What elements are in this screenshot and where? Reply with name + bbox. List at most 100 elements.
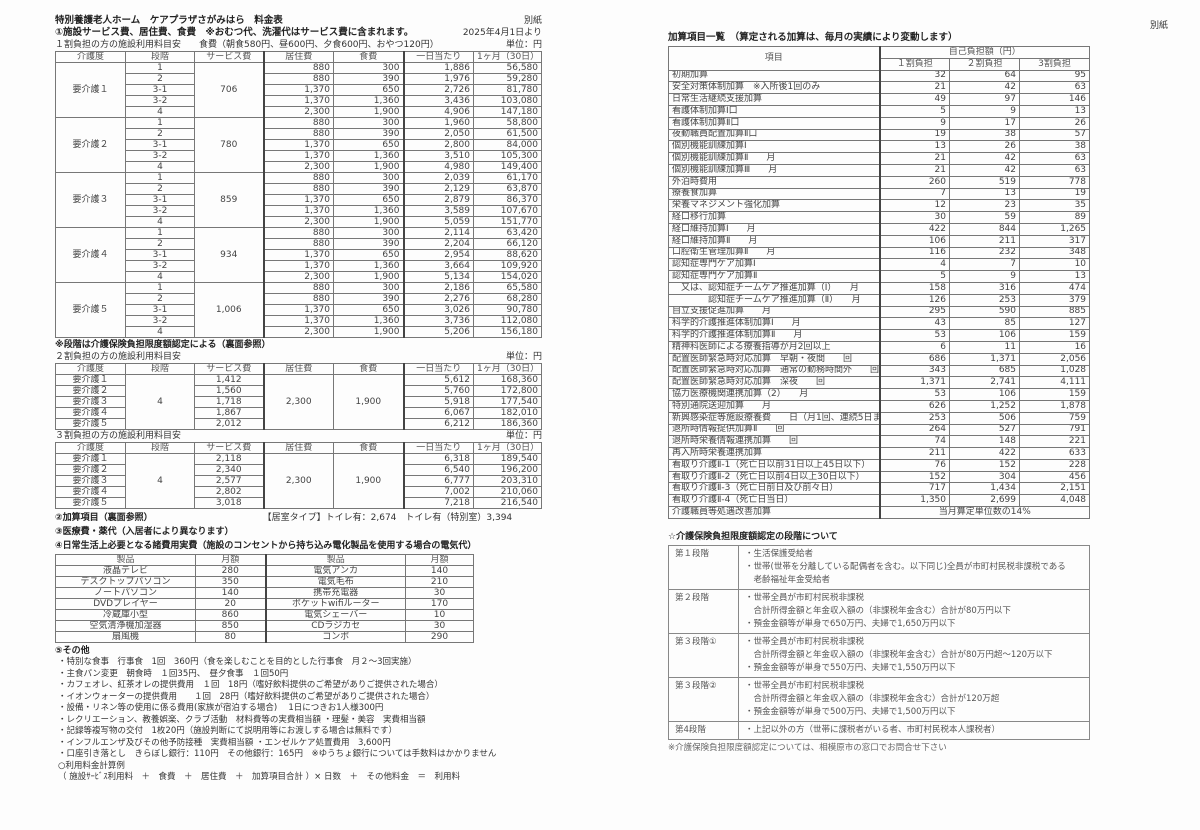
column-header: 製品 xyxy=(264,554,406,566)
residence-fee: 880 xyxy=(262,293,334,305)
column-header: 居住費 xyxy=(262,363,334,375)
condition-line: ・世帯全員が市町村民税非課税 xyxy=(745,680,865,691)
table-row: 看取り介護Ⅱ-1（死亡日以前31日以上45日以下） 76 152 228 xyxy=(668,458,1091,472)
product: 電気毛布 xyxy=(264,576,406,588)
table-row: 3-1 1,370 650 2,800 84,000 xyxy=(56,139,542,151)
table-row: 協力医療機関連携加算（2） 月 53 106 159 xyxy=(668,388,1091,401)
food-fee: 650 xyxy=(333,139,404,151)
table-row: 新興感染症等施設療養費 日（月1回、連続5日まで） 253 506 759 xyxy=(668,411,1091,425)
food-fee: 1,900 xyxy=(333,216,404,228)
stage-conditions: ・生活保護受給者 ・世帯(世帯を分離している配偶者を含む。以下同じ)全員が市町村民… xyxy=(738,544,1090,590)
monthly-total: 90,780 xyxy=(473,304,542,316)
fee-2割: 211 xyxy=(949,234,1020,248)
residence-fee: 880 xyxy=(262,73,334,85)
condition-line: 合計所得金額と年金収入額の（非課税年金含む）合計が80万円以下 xyxy=(745,605,1011,616)
care-level: 要介護３ xyxy=(55,396,126,408)
table-row: 4 2,300 1,900 5,059 151,770 xyxy=(56,216,542,228)
item-name: 又は、認知症チームケア推進加算（Ⅰ） 月 xyxy=(668,281,880,295)
fee-1割: 43 xyxy=(878,317,950,331)
fee-3割: 159 xyxy=(1018,388,1091,401)
fee-2割: 232 xyxy=(949,246,1020,260)
daily-total: 6,777 xyxy=(402,475,474,487)
fee-2割: 527 xyxy=(949,423,1020,437)
daily-total: 1,976 xyxy=(402,73,474,85)
fee-1割: 5 xyxy=(878,270,950,283)
stage: 1 xyxy=(125,227,195,239)
residence-fee: 1,370 xyxy=(262,315,334,327)
column-header: 段階 xyxy=(125,442,195,454)
fee-2割: 106 xyxy=(949,329,1020,342)
stage: 1 xyxy=(125,172,195,184)
fee-1割: 21 xyxy=(878,152,950,165)
fee-1割: 32 xyxy=(878,69,950,83)
monthly-total: 105,300 xyxy=(473,150,542,162)
fee-3割: 759 xyxy=(1018,411,1091,425)
fee-3割: 63 xyxy=(1018,163,1091,177)
monthly-total: 189,540 xyxy=(473,453,542,465)
fee-3割: 456 xyxy=(1018,470,1091,484)
stage: 3-1 xyxy=(125,84,195,96)
fee-2割: 42 xyxy=(949,81,1020,95)
item-name: 看取り介護Ⅱ-2（死亡日以前4日以上30日以下） xyxy=(668,470,880,484)
table-row: 退所時栄養情報連携加算 回 74 148 221 xyxy=(668,435,1091,449)
table-row: 3-2 1,370 1,360 3,589 107,670 xyxy=(56,205,542,217)
table-row: 3-2 1,370 1,360 3,664 109,920 xyxy=(56,260,542,272)
residence-fee: 1,370 xyxy=(262,84,334,96)
monthly-total: 56,580 xyxy=(473,62,542,74)
item-name: 科学的介護推進体制加算Ⅰ 月 xyxy=(668,317,880,331)
residence-fee: 880 xyxy=(262,227,334,239)
monthly-total: 177,540 xyxy=(473,396,542,408)
monthly-fee: 850 xyxy=(195,620,266,632)
daily-total: 1,960 xyxy=(402,117,474,129)
product: デスクトップパソコン xyxy=(55,576,196,588)
document-title: 特別養護老人ホーム ケアプラザさがみはら 料金表 xyxy=(55,15,283,26)
table-row: 安全対策体制加算 ※入所後1回のみ 21 42 63 xyxy=(668,81,1091,95)
fee-2割: 9 xyxy=(949,270,1020,283)
food-fee: 1,900 xyxy=(333,453,404,509)
table-row: 2 880 390 1,976 59,280 xyxy=(56,73,542,85)
monthly-total: 58,800 xyxy=(473,117,542,129)
fee-3割: 10 xyxy=(1018,258,1091,272)
table-row: 認知症専門ケア加算Ⅰ 4 7 10 xyxy=(668,258,1091,272)
daily-total: 5,760 xyxy=(402,385,474,397)
care-level: 要介護４ xyxy=(55,227,126,283)
addition-heading: 加算項目一覧 （算定される加算は、毎月の実績により変動します） xyxy=(668,32,958,43)
other-fee-item: ・インフルエンザ及びその他予防接種 実費相当額 ・エンゼルケア処置費用 3,60… xyxy=(58,737,391,748)
item-name: 口腔衛生管理加算Ⅱ 月 xyxy=(668,246,880,260)
care-level: 要介護２ xyxy=(55,464,126,476)
fee-3割: 19 xyxy=(1018,187,1091,201)
column-header: 一日当たり xyxy=(402,442,474,454)
fee-table-1-割: 介護度 段階 サービス費 居住費 食費 一日当たり 1ヶ月（30日） 要介護１ 1 706 880 3… xyxy=(55,51,542,338)
left-page: 特別養護老人ホーム ケアプラザさがみはら 料金表 別紙 ①施設サービス費、居住費… xyxy=(55,15,542,784)
table-row: 退所時情報提供加算Ⅱ 回 264 527 791 xyxy=(668,423,1091,437)
product: 液晶テレビ xyxy=(55,565,196,577)
table-row: 2 880 390 2,050 61,500 xyxy=(56,128,542,140)
table-row: 要介護４ 1,867 6,067 182,010 xyxy=(55,407,542,419)
stage: 3-1 xyxy=(125,304,195,316)
stage-conditions: ・世帯全員が市町村民税非課税 合計所得金額と年金収入額の（非課税年金含む）合計が… xyxy=(738,632,1090,678)
fee-1割: 53 xyxy=(878,329,950,342)
stage-row: 第１段階 ・生活保護受給者 ・世帯(世帯を分離している配偶者を含む。以下同じ)全員が… xyxy=(668,544,1090,590)
residence-fee: 1,370 xyxy=(262,205,334,217)
item-name: 新興感染症等施設療養費 日（月1回、連続5日まで） xyxy=(668,411,880,425)
daily-total: 2,039 xyxy=(402,172,474,184)
fee-3割: 4,111 xyxy=(1018,376,1091,390)
monthly-total: 216,540 xyxy=(473,497,542,509)
table-row: 特別通院送迎加算 月 626 1,252 1,878 xyxy=(668,399,1091,413)
fee-1割: 21 xyxy=(878,163,950,177)
monthly-total: 149,400 xyxy=(473,161,542,173)
table-row: 要介護４ 1 934 880 300 2,114 63,420 xyxy=(55,227,542,283)
food-fee: 650 xyxy=(333,304,404,316)
item-name: 日常生活継続支援加算 xyxy=(668,93,880,106)
daily-total: 2,114 xyxy=(402,227,474,239)
table-row: 看護体制加算Ⅱ口 9 17 26 xyxy=(668,116,1091,130)
food-fee: 1,360 xyxy=(333,315,404,327)
electricity-table: 製品 月額 製品 月額 液晶テレビ 280 電気アンカ 140 デスクトップパソコン 350 電気毛… xyxy=(55,554,474,643)
fee-1割: 21 xyxy=(878,81,950,95)
fee-1割: 19 xyxy=(878,128,950,142)
table-row: 精神科医師による療養指導が月2回以上 6 11 16 xyxy=(668,340,1091,354)
monthly-total: 88,620 xyxy=(473,249,542,261)
table-row: 栄養マネジメント強化加算 12 23 35 xyxy=(668,199,1091,213)
daily-total: 5,612 xyxy=(402,374,474,386)
monthly-total: 156,180 xyxy=(473,326,542,338)
